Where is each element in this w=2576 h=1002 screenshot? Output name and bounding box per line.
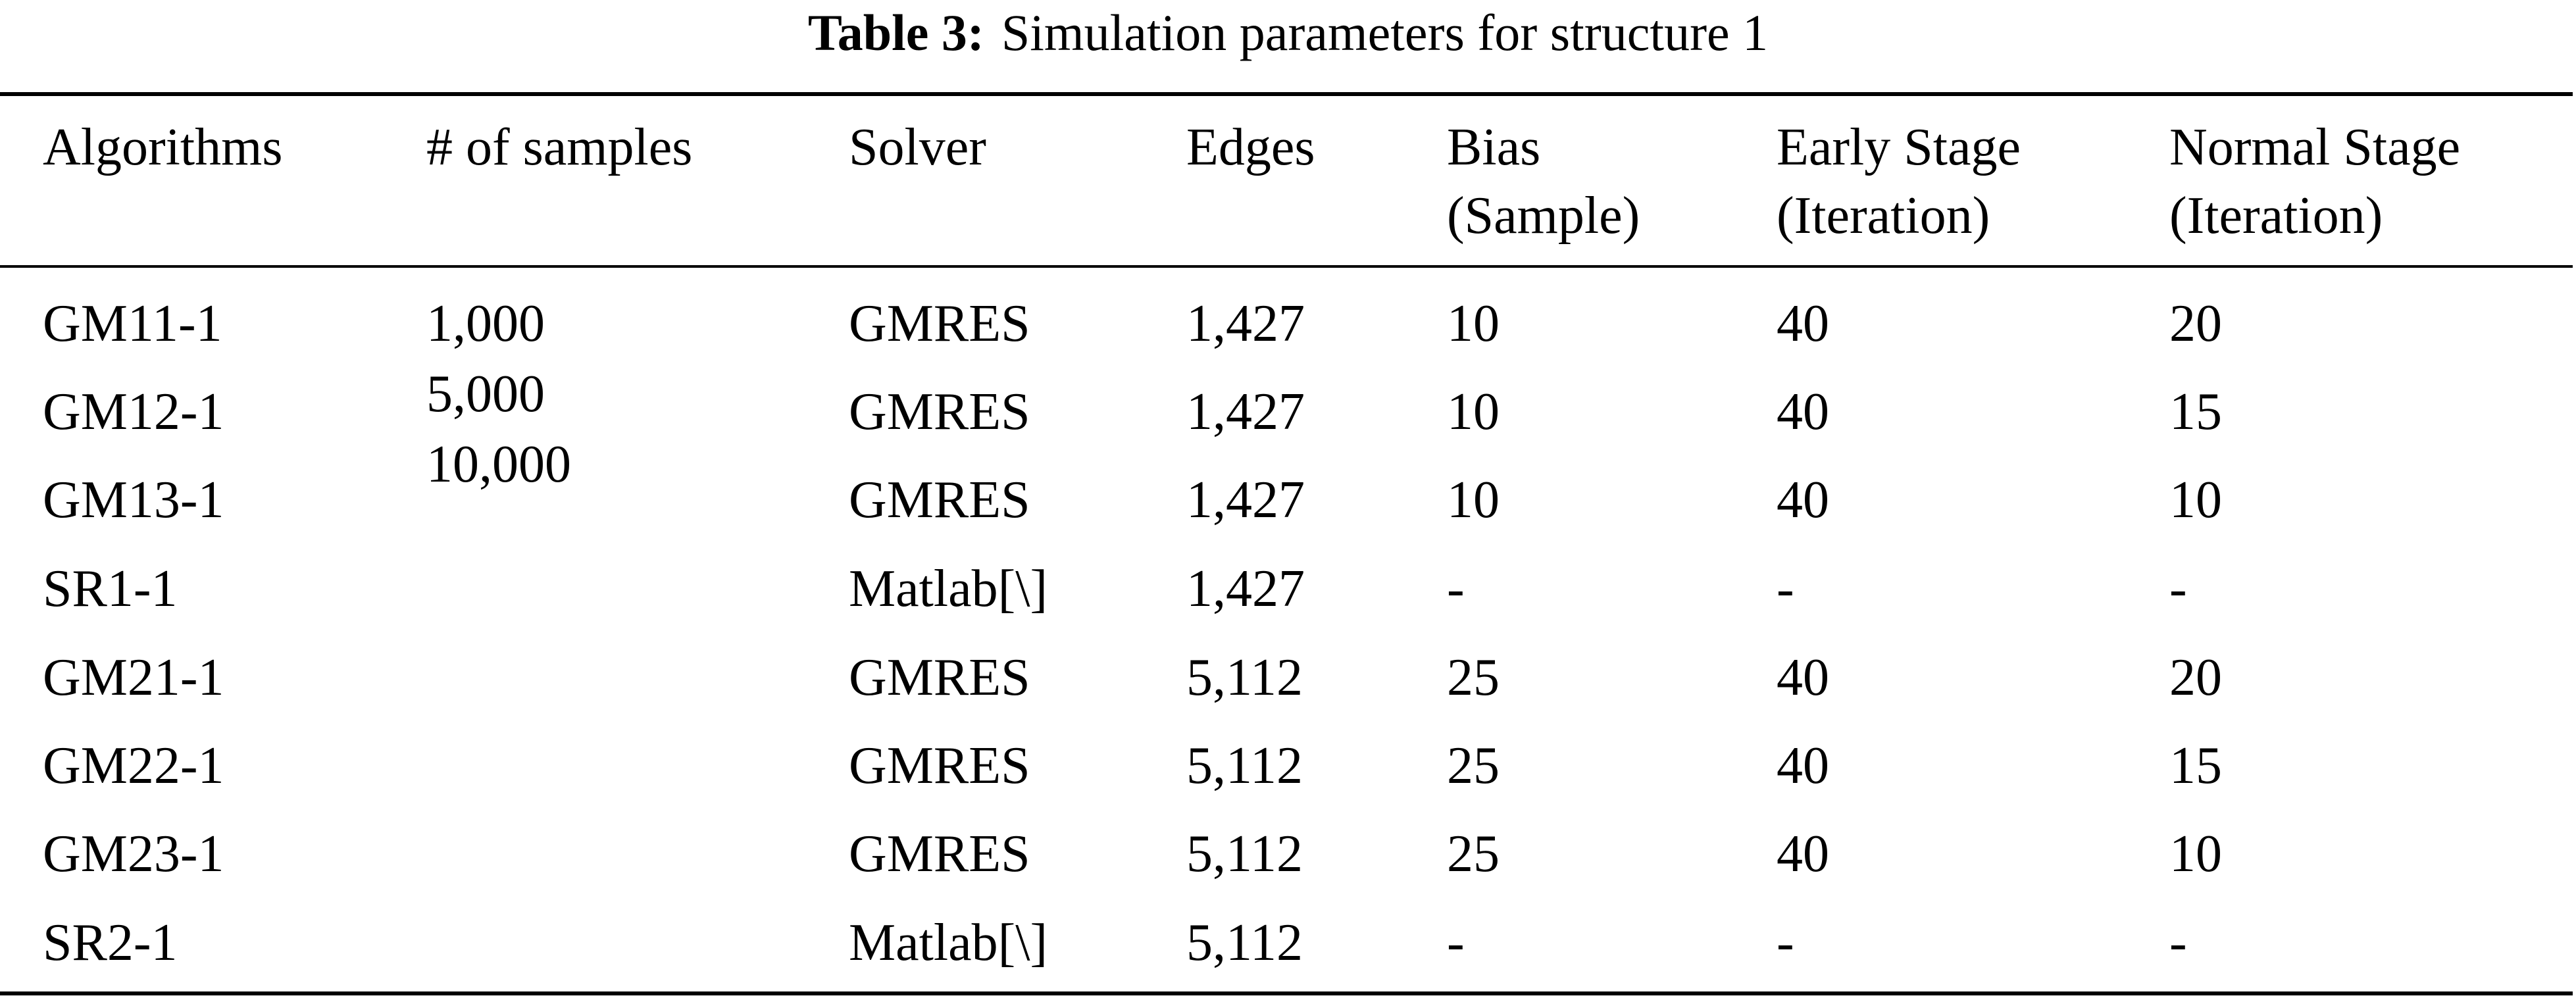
edges-cell: 1,427: [1186, 295, 1305, 353]
solver-cell: GMRES: [849, 471, 1030, 529]
header-bias-unit: (Sample): [1447, 187, 1640, 245]
header-samples: # of samples: [426, 118, 693, 176]
table-top-rule: [0, 92, 2573, 96]
header-normal-stage: Normal Stage: [2169, 118, 2461, 176]
header-algorithms: Algorithms: [43, 118, 283, 176]
samples-value: 1,000: [426, 295, 545, 353]
normal-stage-cell: 10: [2169, 471, 2222, 529]
samples-value: 5,000: [426, 365, 545, 423]
edges-cell: 1,427: [1186, 560, 1305, 618]
header-early-stage-unit: (Iteration): [1777, 187, 1990, 245]
edges-cell: 5,112: [1186, 825, 1303, 883]
edges-cell: 5,112: [1186, 649, 1303, 707]
bias-cell: -: [1447, 560, 1465, 618]
caption-title: Simulation parameters for structure 1: [1001, 4, 1769, 61]
normal-stage-cell: 15: [2169, 737, 2222, 795]
bias-cell: 10: [1447, 383, 1500, 441]
bias-cell: 25: [1447, 825, 1500, 883]
algorithm-cell: GM21-1: [43, 649, 224, 707]
early-stage-cell: -: [1777, 914, 1794, 972]
solver-cell: GMRES: [849, 295, 1030, 353]
normal-stage-cell: 15: [2169, 383, 2222, 441]
edges-cell: 1,427: [1186, 471, 1305, 529]
early-stage-cell: -: [1777, 560, 1794, 618]
table-caption: Table 3: Simulation parameters for struct…: [0, 0, 2576, 72]
normal-stage-cell: 10: [2169, 825, 2222, 883]
solver-cell: GMRES: [849, 825, 1030, 883]
normal-stage-cell: 20: [2169, 295, 2222, 353]
bias-cell: -: [1447, 914, 1465, 972]
edges-cell: 5,112: [1186, 914, 1303, 972]
early-stage-cell: 40: [1777, 383, 1829, 441]
header-solver: Solver: [849, 118, 986, 176]
bias-cell: 25: [1447, 737, 1500, 795]
solver-cell: GMRES: [849, 649, 1030, 707]
solver-cell: Matlab[\]: [849, 560, 1048, 618]
solver-cell: GMRES: [849, 383, 1030, 441]
algorithm-cell: GM11-1: [43, 295, 222, 353]
algorithm-cell: SR1-1: [43, 560, 178, 618]
early-stage-cell: 40: [1777, 295, 1829, 353]
algorithm-cell: GM12-1: [43, 383, 224, 441]
edges-cell: 1,427: [1186, 383, 1305, 441]
header-early-stage: Early Stage: [1777, 118, 2021, 176]
algorithm-cell: GM13-1: [43, 471, 224, 529]
algorithm-cell: SR2-1: [43, 914, 178, 972]
header-bias: Bias: [1447, 118, 1541, 176]
early-stage-cell: 40: [1777, 825, 1829, 883]
bias-cell: 10: [1447, 295, 1500, 353]
algorithm-cell: GM23-1: [43, 825, 224, 883]
table-header-rule: [0, 265, 2573, 268]
table-bottom-rule: [0, 991, 2573, 995]
early-stage-cell: 40: [1777, 649, 1829, 707]
normal-stage-cell: 20: [2169, 649, 2222, 707]
algorithm-cell: GM22-1: [43, 737, 224, 795]
early-stage-cell: 40: [1777, 737, 1829, 795]
bias-cell: 10: [1447, 471, 1500, 529]
header-normal-stage-unit: (Iteration): [2169, 187, 2383, 245]
normal-stage-cell: -: [2169, 560, 2187, 618]
edges-cell: 5,112: [1186, 737, 1303, 795]
caption-label: Table 3:: [807, 4, 984, 61]
header-edges: Edges: [1186, 118, 1315, 176]
solver-cell: Matlab[\]: [849, 914, 1048, 972]
solver-cell: GMRES: [849, 737, 1030, 795]
normal-stage-cell: -: [2169, 914, 2187, 972]
bias-cell: 25: [1447, 649, 1500, 707]
samples-value: 10,000: [426, 436, 571, 493]
early-stage-cell: 40: [1777, 471, 1829, 529]
